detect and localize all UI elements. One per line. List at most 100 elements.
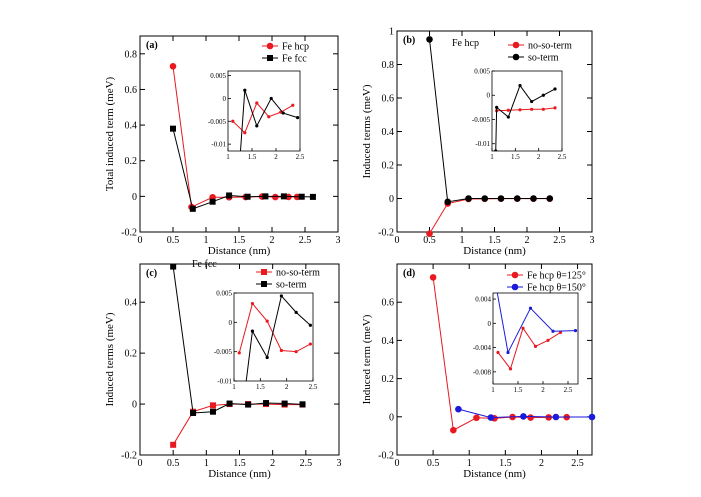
inset-data-point — [541, 107, 545, 111]
legend-marker — [512, 53, 520, 61]
legend-label: no-so-term — [276, 268, 320, 279]
legend-marker — [512, 41, 520, 49]
inset-data-point — [553, 87, 557, 91]
y-axis-label: Induced terms (meV) — [104, 312, 116, 406]
y-tick-label: -0.2 — [121, 228, 137, 239]
data-point — [530, 195, 537, 202]
legend-label: no-so-term — [528, 41, 572, 52]
inset-data-point — [551, 329, 555, 333]
data-point — [272, 193, 279, 201]
inset-series-line — [497, 327, 561, 370]
inset-data-point — [237, 351, 241, 355]
inset-y-tick-label: 0 — [487, 92, 491, 100]
inset-data-point — [308, 342, 312, 346]
y-tick-label: 0.4 — [382, 336, 395, 347]
inset-series-line — [496, 107, 556, 112]
inset-frame — [491, 70, 563, 152]
x-tick-label: 2.5 — [553, 235, 566, 246]
inset-data-point — [530, 107, 534, 111]
inset-data-point — [494, 284, 497, 287]
data-point — [487, 414, 495, 421]
inset-data-point — [243, 88, 247, 92]
data-point — [209, 408, 216, 415]
x-tick-label: 1 — [467, 458, 472, 469]
inset-x-tick-label: 1 — [226, 153, 230, 161]
data-point — [169, 62, 177, 70]
data-point — [170, 125, 176, 132]
data-point — [244, 193, 251, 200]
data-point — [298, 193, 305, 200]
inset-series — [237, 294, 312, 381]
data-point — [520, 413, 527, 420]
inset-y-tick-label: -0.008 — [473, 368, 492, 376]
inset-data-point — [294, 310, 298, 314]
inset-x-tick-label: 1.5 — [511, 153, 520, 161]
inset-x-tick-label: 1.5 — [514, 386, 523, 394]
inset-data-point — [243, 131, 247, 135]
inset-series — [494, 284, 578, 371]
legend-label: so-term — [528, 53, 559, 64]
data-point — [299, 401, 306, 408]
x-tick-label: 3 — [590, 235, 595, 246]
inset-data-point — [546, 338, 550, 342]
inset-x-tick-label: 1 — [232, 383, 236, 391]
panel-annotation: Fe fcc — [192, 259, 217, 270]
inset-x-tick-label: 1.5 — [248, 153, 257, 161]
x-tick-label: 1 — [204, 235, 209, 246]
inset-y-tick-label: 0 — [488, 320, 492, 328]
x-tick-label: 2 — [539, 458, 544, 469]
inset-data-point — [279, 294, 283, 298]
x-tick-label: 0 — [138, 458, 143, 469]
inset-data-point — [265, 319, 269, 323]
inset-data-point — [518, 108, 522, 112]
data-point — [226, 192, 233, 199]
y-tick-label: 0 — [132, 192, 137, 203]
inset-data-point — [506, 350, 510, 355]
y-tick-label: 1 — [389, 27, 394, 38]
x-axis-label: Distance (nm) — [208, 245, 271, 257]
inset-data-point — [528, 306, 533, 310]
y-tick-label: 0.2 — [125, 349, 138, 360]
inset-data-point — [573, 329, 578, 333]
inset-data-point — [269, 96, 273, 101]
data-point — [309, 193, 316, 200]
inset-y-tick-label: 0.005 — [474, 68, 490, 76]
data-point — [481, 195, 489, 202]
inset-series-line — [238, 302, 311, 353]
data-point — [189, 205, 196, 212]
data-point — [444, 198, 452, 206]
legend-marker — [511, 283, 519, 291]
data-point — [552, 413, 560, 421]
inset-data-point — [521, 326, 525, 330]
inset-y-tick-label: 0.005 — [210, 72, 226, 80]
legend-marker — [511, 271, 519, 279]
data-point — [497, 195, 505, 202]
inset-data-point — [508, 367, 513, 371]
y-tick-label: 0.2 — [125, 156, 138, 167]
inset-data-point — [255, 124, 259, 128]
inset-x-tick-label: 2 — [541, 386, 545, 394]
x-tick-label: 2 — [525, 235, 530, 246]
inset-data-point — [553, 106, 557, 110]
data-point — [450, 426, 457, 434]
inset-x-tick-label: 2.5 — [558, 153, 567, 161]
data-point — [527, 414, 534, 421]
x-tick-label: 0.5 — [423, 235, 436, 246]
inset: 1 1.5 2 2.5 -0.008 -0.004 0 0.004 — [473, 284, 579, 394]
inset-y-tick-label: -0.004 — [473, 344, 492, 352]
data-point — [245, 401, 252, 408]
panel-label: (c) — [146, 268, 157, 279]
data-point — [546, 195, 554, 202]
y-tick-label: 0 — [389, 194, 394, 205]
x-tick-label: 2.5 — [300, 458, 313, 469]
panel-b: 0 0.5 1 1.5 2 2.5 3-0.200.20.40.60.81Distance … — [361, 27, 595, 258]
data-point — [426, 36, 433, 43]
x-tick-label: 1.5 — [499, 458, 512, 469]
x-axis-label: Distance (nm) — [208, 468, 271, 480]
panel-annotation: Fe hcp — [452, 38, 479, 49]
data-point — [429, 274, 437, 281]
legend-label: Fe hcp — [282, 42, 309, 53]
inset-y-tick-label: -0.005 — [208, 118, 227, 126]
